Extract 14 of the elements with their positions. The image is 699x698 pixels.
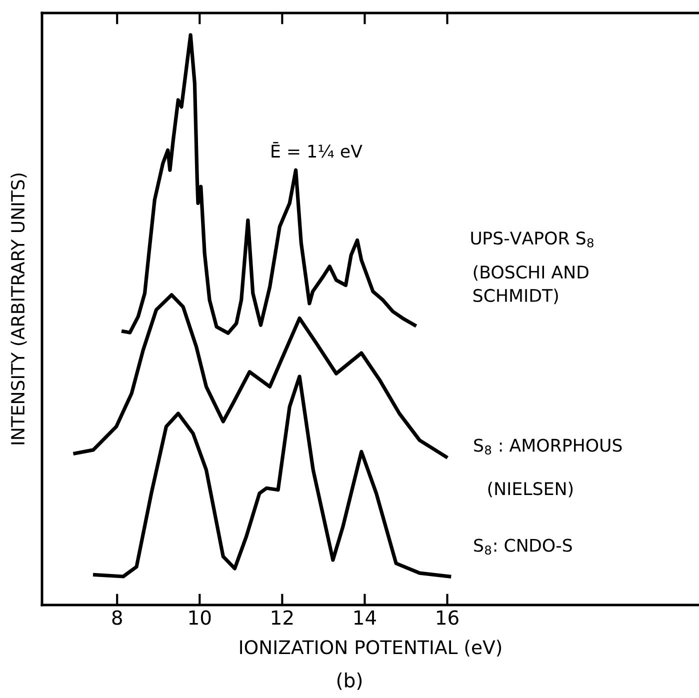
text: UPS-VAPOR S$_{8}$ [471, 232, 594, 248]
x-tick-label: 16 [437, 610, 458, 625]
y-axis-title: INTENSITY (ARBITRARY UNITS) [10, 174, 27, 444]
series-label: S$_{8}$ : AMORPHOUS [474, 438, 622, 455]
x-tick-label: 10 [189, 610, 211, 625]
text: (b) [337, 672, 362, 690]
annotation: (BOSCHI AND SCHMIDT) [473, 265, 588, 304]
x-tick-label: 14 [354, 610, 376, 625]
x-tick-label: 12 [272, 610, 293, 625]
series-label: S$_{8}$: CNDO-S [474, 538, 572, 555]
annotation: Ē = 1¼ eV [272, 142, 362, 158]
annotation: (NIELSEN) [488, 482, 573, 498]
x-axis-title: IONIZATION POTENTIAL (eV) [240, 640, 502, 657]
x-tick-label: 8 [112, 610, 122, 625]
